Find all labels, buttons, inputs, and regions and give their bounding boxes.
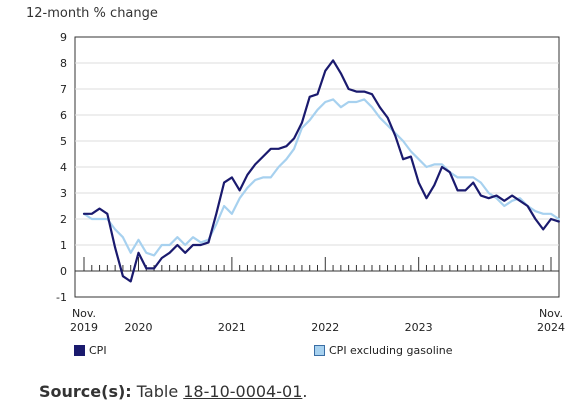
y-tick-label: 6 [60,109,67,122]
x-tick-label: 2023 [405,321,433,334]
legend-swatch-cpi [74,345,85,356]
y-tick-label: 9 [60,31,67,44]
x-tick-label: 2020 [124,321,152,334]
x-tick-label: 2022 [311,321,339,334]
y-tick-label: 3 [60,187,67,200]
x-tick-label: 2021 [218,321,246,334]
legend-label-cpi: CPI [89,344,107,357]
source-suffix: . [302,382,308,401]
series-line-cpi [82,59,560,283]
y-tick-label: 8 [60,57,67,70]
y-tick-label: -1 [56,291,67,304]
y-tick-label: 7 [60,83,67,96]
y-tick-label: 4 [60,161,67,174]
source-prefix: Table [136,382,179,401]
source-note: Source(s): Table 18-10-0004-01. [39,382,307,401]
legend-swatch-cpi-ex-gasoline [314,345,325,356]
source-label: Source(s): [39,382,132,401]
y-tick-label: 2 [60,213,67,226]
y-tick-label: 5 [60,135,67,148]
x-tick-label: Nov. 2019 [70,307,98,334]
y-tick-label: 1 [60,239,67,252]
source-table-link[interactable]: 18-10-0004-01 [183,382,303,401]
y-axis-unit-label: 12-month % change [26,6,158,21]
series-line-cpi-ex-gasoline [82,98,560,257]
y-tick-label: 0 [60,265,67,278]
legend-label-cpi-ex-gasoline: CPI excluding gasoline [329,344,453,357]
legend-item-cpi: CPI [74,344,107,357]
legend-item-cpi-ex-gasoline: CPI excluding gasoline [314,344,453,357]
x-tick-label: Nov. 2024 [537,307,565,334]
